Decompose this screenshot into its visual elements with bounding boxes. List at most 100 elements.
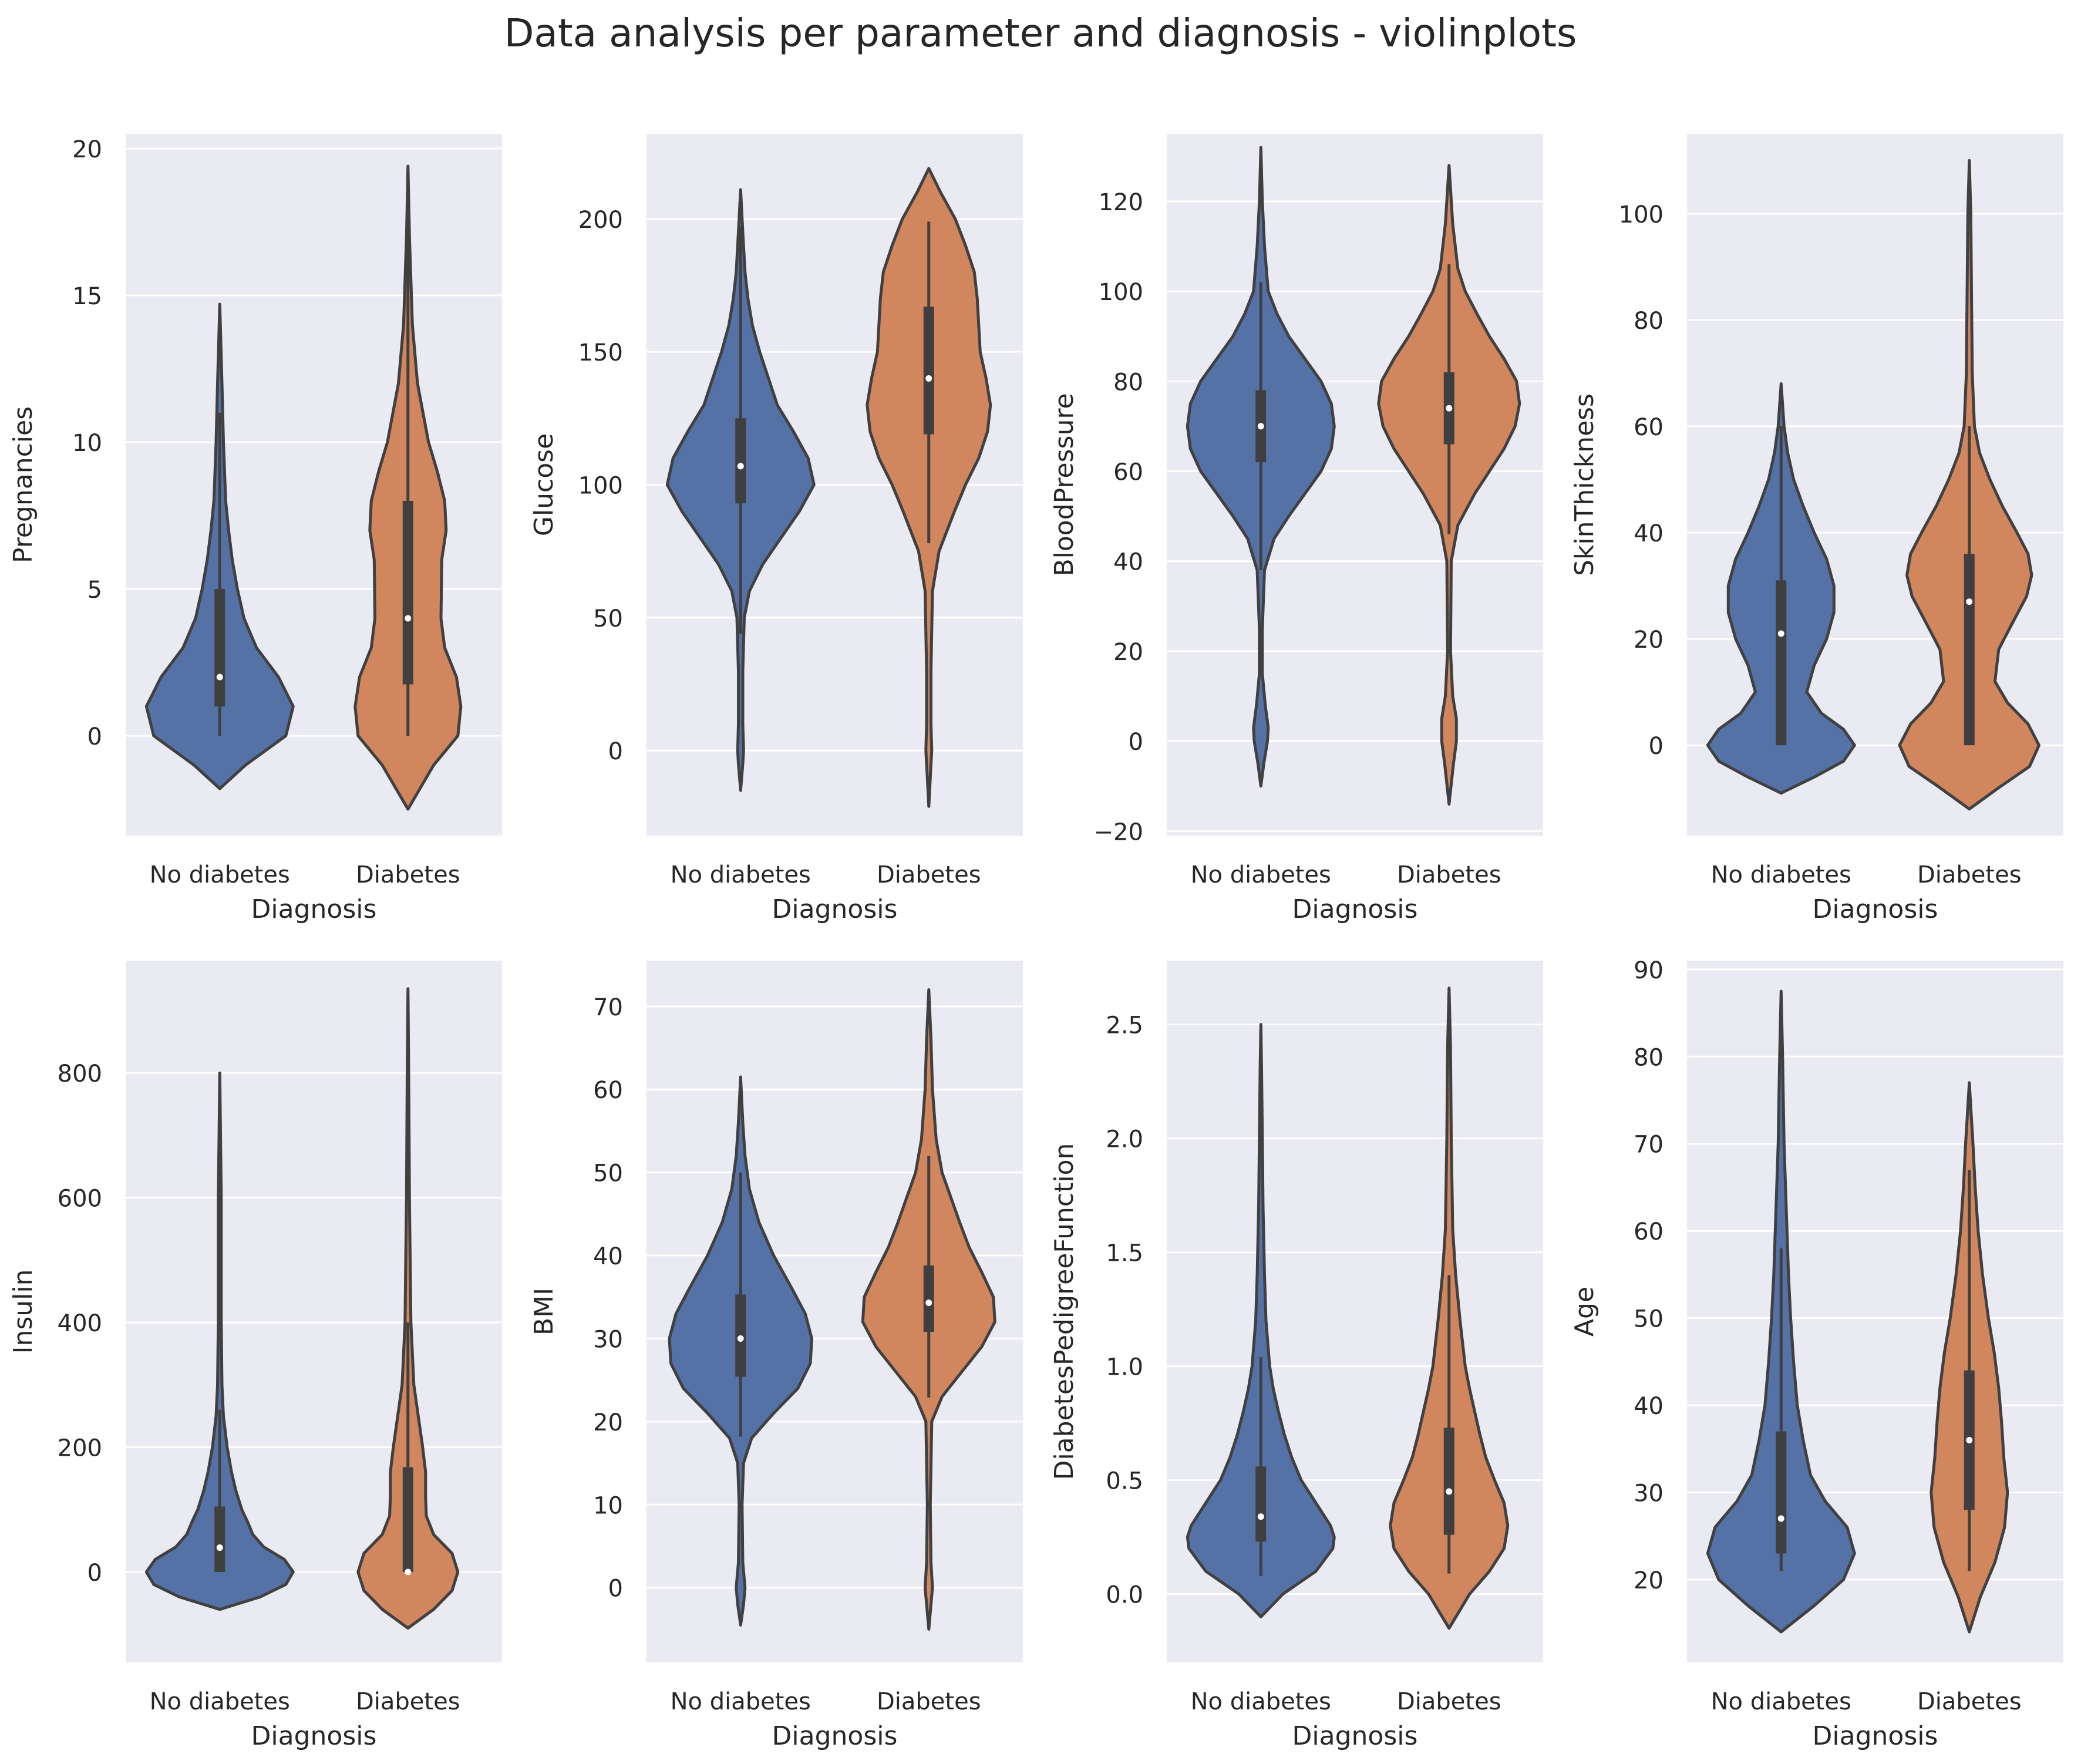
subplot-insulin: 0 200 400 600 800 No diabetes Diabetes Diagnosi…: [8, 961, 502, 1751]
x-tick-label: No diabetes: [671, 861, 811, 888]
x-tick-label: Diabetes: [877, 1688, 981, 1715]
iqr-box: [214, 589, 225, 706]
x-tick-label: Diabetes: [1397, 1688, 1501, 1715]
y-tick-label: 60: [1113, 459, 1143, 486]
y-tick-label: 0.0: [1106, 1582, 1143, 1609]
subplot-glucose: 0 50 100 150 200 No diabetes Diabetes Diagnosis…: [529, 134, 1023, 924]
x-axis-label: Diagnosis: [1813, 1721, 1938, 1751]
y-tick-label: 1.0: [1106, 1354, 1143, 1381]
median-dot: [216, 674, 223, 681]
iqr-box: [1964, 554, 1975, 746]
subplot-diabetespedigreefunction: 0.0 0.5 1.0 1.5 2.0 2.5 No diabetes Diabetes Dia…: [1049, 961, 1543, 1751]
x-tick-label: No diabetes: [1191, 861, 1331, 888]
x-axis-label: Diagnosis: [772, 894, 898, 924]
iqr-box: [214, 1506, 225, 1572]
y-tick-label: 100: [1099, 279, 1143, 306]
x-tick-label: Diabetes: [1397, 861, 1501, 888]
iqr-box: [1255, 1466, 1267, 1542]
y-tick-label: 80: [1113, 369, 1143, 396]
iqr-box: [735, 418, 746, 504]
median-dot: [925, 375, 932, 382]
iqr-box: [923, 307, 934, 435]
violin-no-diabetes: [144, 1071, 295, 1611]
y-tick-label: 50: [593, 605, 623, 632]
y-tick-label: 200: [58, 1435, 102, 1462]
median-dot: [1966, 1436, 1973, 1443]
y-tick-label: 5: [87, 577, 102, 604]
iqr-box: [923, 1265, 934, 1332]
median-dot: [1777, 1515, 1784, 1522]
y-tick-label: 100: [1619, 201, 1664, 228]
median-dot: [405, 615, 412, 622]
y-tick-label: 0: [1129, 729, 1143, 756]
y-tick-label: 100: [578, 473, 623, 500]
median-dot: [1966, 598, 1973, 605]
subplot-bmi: 0 10 20 30 40 50 60 70 No diabetes Diabetes Diagno…: [529, 961, 1023, 1751]
x-axis-label: Diagnosis: [772, 1721, 898, 1751]
x-axis-label: Diagnosis: [251, 1721, 377, 1751]
y-tick-label: 20: [72, 136, 102, 163]
violin-diabetes: [356, 987, 460, 1630]
subplot-bloodpressure: −20 0 20 40 60 80 100 120 No diabetes Diabetes Dia…: [1049, 134, 1543, 924]
y-tick-label: 30: [593, 1326, 623, 1353]
figure-title: Data analysis per parameter and diagnosi…: [504, 11, 1577, 56]
y-tick-label: 60: [593, 1077, 623, 1104]
y-tick-label: 20: [1634, 1567, 1664, 1594]
y-tick-label: 0: [608, 738, 623, 765]
x-tick-label: No diabetes: [150, 1688, 290, 1715]
iqr-box: [1776, 1431, 1787, 1554]
y-tick-label: 30: [1634, 1480, 1664, 1507]
y-axis-label: Pregnancies: [8, 406, 38, 563]
x-tick-label: No diabetes: [671, 1688, 811, 1715]
y-axis-label: Age: [1570, 1287, 1600, 1337]
y-tick-label: 10: [72, 430, 102, 457]
iqr-box: [402, 501, 413, 685]
x-axis-label: Diagnosis: [1292, 894, 1418, 924]
iqr-box: [402, 1467, 413, 1572]
y-tick-label: 15: [72, 283, 102, 310]
y-tick-label: 90: [1634, 957, 1664, 984]
y-tick-label: 60: [1634, 414, 1664, 441]
y-tick-label: 20: [593, 1409, 623, 1436]
x-tick-label: Diabetes: [356, 861, 460, 888]
x-tick-label: Diabetes: [356, 1688, 460, 1715]
y-axis-label: Glucose: [529, 433, 559, 536]
median-dot: [216, 1544, 223, 1551]
median-dot: [737, 463, 744, 470]
x-tick-label: Diabetes: [1917, 1688, 2022, 1715]
y-tick-label: 60: [1634, 1218, 1664, 1245]
y-tick-label: 10: [593, 1492, 623, 1519]
y-tick-label: 0.5: [1106, 1468, 1143, 1495]
x-tick-label: Diabetes: [877, 861, 981, 888]
subplot-skinthickness: 0 20 40 60 80 100 No diabetes Diabetes Diagnosis…: [1570, 134, 2063, 924]
y-tick-label: 2.5: [1106, 1012, 1143, 1039]
y-tick-label: 50: [1634, 1306, 1664, 1333]
y-tick-label: 0: [608, 1576, 623, 1603]
y-tick-label: 120: [1099, 189, 1143, 216]
y-tick-label: 0: [87, 723, 102, 750]
y-tick-label: 200: [578, 207, 623, 234]
y-tick-label: 40: [593, 1243, 623, 1270]
y-tick-label: 20: [1113, 639, 1143, 666]
y-tick-label: 600: [58, 1186, 102, 1213]
y-tick-label: 400: [58, 1310, 102, 1337]
y-tick-label: 0: [87, 1560, 102, 1587]
x-tick-label: No diabetes: [1711, 1688, 1851, 1715]
y-axis-label: DiabetesPedigreeFunction: [1049, 1143, 1079, 1480]
median-dot: [1257, 1513, 1264, 1520]
x-tick-label: No diabetes: [1711, 861, 1851, 888]
y-tick-label: 50: [593, 1160, 623, 1187]
y-tick-label: 80: [1634, 1044, 1664, 1071]
violin-no-diabetes: [1186, 1023, 1336, 1618]
median-dot: [1257, 423, 1264, 430]
x-axis-label: Diagnosis: [1292, 1721, 1418, 1751]
x-axis-label: Diagnosis: [251, 894, 377, 924]
median-dot: [1777, 630, 1784, 637]
y-tick-label: 70: [593, 994, 623, 1021]
y-tick-label: 0: [1649, 733, 1664, 760]
y-axis-label: BloodPressure: [1049, 393, 1079, 576]
median-dot: [737, 1335, 744, 1342]
y-axis-label: BMI: [529, 1288, 559, 1335]
x-tick-label: No diabetes: [150, 861, 290, 888]
